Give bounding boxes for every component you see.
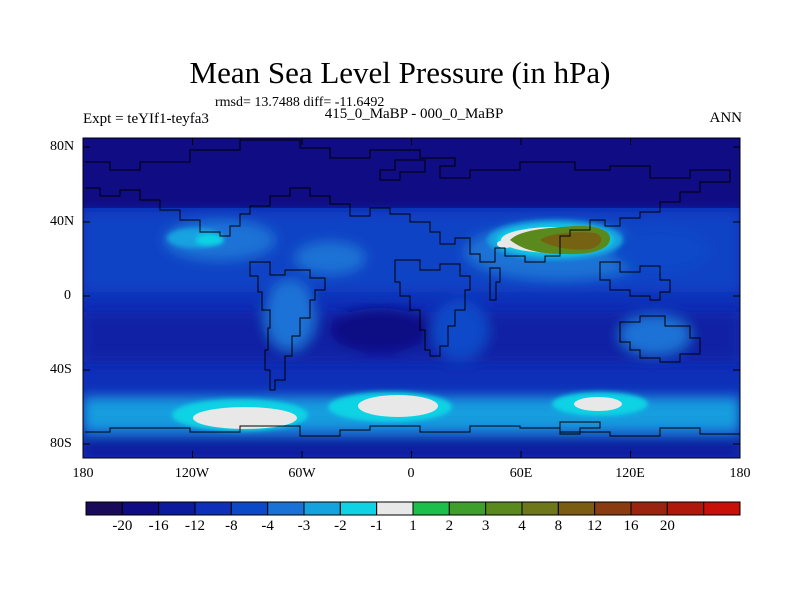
colorbar xyxy=(85,501,741,516)
colorbar-swatch xyxy=(121,501,160,516)
lat-label-40s: 40S xyxy=(50,362,72,377)
colorbar-label: -16 xyxy=(148,518,169,534)
colorbar-swatch xyxy=(376,501,414,516)
field-core-south-indian xyxy=(574,397,622,411)
colorbar-label: -4 xyxy=(261,518,274,534)
lat-label-eq: 0 xyxy=(64,288,71,303)
continent-outlines xyxy=(85,139,740,437)
colorbar-swatch xyxy=(485,501,523,516)
colorbar-label: -12 xyxy=(185,518,205,534)
colorbar-label: 2 xyxy=(445,518,454,534)
colorbar-swatch xyxy=(303,501,341,516)
lon-label-60e: 60E xyxy=(509,466,533,481)
colorbar-label: 16 xyxy=(623,518,639,534)
colorbar-swatch xyxy=(85,501,123,516)
map-subtitle: 415_0_MaBP - 000_0_MaBP xyxy=(324,106,504,122)
field-core-south-pacific xyxy=(193,407,297,429)
colorbar-swatch xyxy=(666,501,705,516)
colorbar-swatch xyxy=(703,501,741,516)
colorbar-label: 3 xyxy=(481,518,490,534)
colorbar-swatch xyxy=(339,501,378,516)
lat-label-80s: 80S xyxy=(50,436,72,451)
colorbar-swatch xyxy=(630,501,668,516)
lon-label-120w: 120W xyxy=(174,466,210,481)
colorbar-label: -20 xyxy=(112,518,133,534)
lon-label-60w: 60W xyxy=(288,466,316,481)
field-core-south-atlantic xyxy=(358,395,438,417)
field-arctic-band xyxy=(83,138,740,208)
lat-label-40n: 40N xyxy=(50,214,75,229)
colorbar-swatch xyxy=(158,501,196,516)
lon-label-0: 0 xyxy=(407,466,415,481)
colorbar-label: 12 xyxy=(587,518,603,534)
colorbar-label: -1 xyxy=(370,518,383,534)
lon-label-180e: 180 xyxy=(729,466,751,481)
lat-label-80n: 80N xyxy=(50,139,75,154)
colorbar-swatch xyxy=(230,501,269,516)
lon-label-120e: 120E xyxy=(615,466,645,481)
colorbar-swatch xyxy=(594,501,632,516)
axis-ticks xyxy=(82,138,741,458)
colorbar-swatch xyxy=(412,501,450,516)
season-label: ANN xyxy=(709,110,743,126)
colorbar-swatch xyxy=(557,501,596,516)
stats-text: rmsd= 13.7488 diff= -11.6492 xyxy=(215,95,385,110)
map-field xyxy=(83,138,740,458)
colorbar-swatch xyxy=(521,501,559,516)
colorbar-swatch xyxy=(194,501,232,516)
colorbar-label: 20 xyxy=(659,518,675,534)
lon-label-180w: 180 xyxy=(72,466,94,481)
colorbar-swatch xyxy=(448,501,487,516)
map-title: Mean Sea Level Pressure (in hPa) xyxy=(189,55,611,90)
colorbar-label: -2 xyxy=(334,518,347,534)
colorbar-label: 8 xyxy=(554,518,563,534)
colorbar-label: -3 xyxy=(297,518,311,534)
colorbar-label: -8 xyxy=(225,518,238,534)
colorbar-label: 4 xyxy=(518,518,526,534)
colorbar-swatch xyxy=(267,501,305,516)
experiment-label: Expt = teYIf1-teyfa3 xyxy=(83,111,209,127)
colorbar-label: 1 xyxy=(409,518,417,534)
